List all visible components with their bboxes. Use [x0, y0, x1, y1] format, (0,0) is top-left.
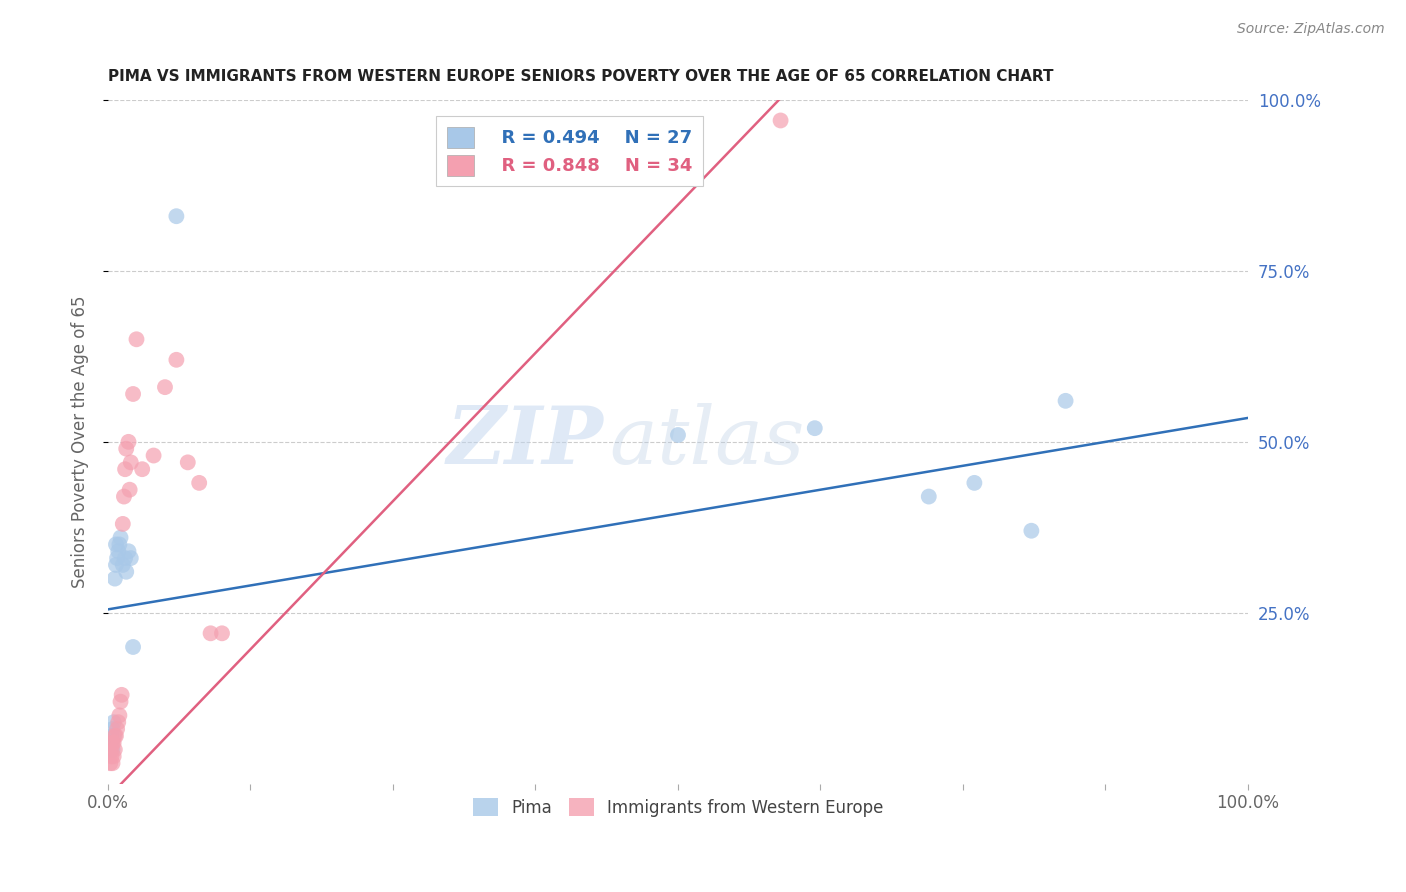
Point [153, 380, 176, 394]
Point [98, 742, 121, 756]
Point [101, 722, 124, 736]
Point [963, 475, 986, 490]
Point [120, 455, 142, 469]
Point [918, 490, 941, 504]
Point [104, 729, 127, 743]
Point [108, 708, 131, 723]
Point [115, 442, 138, 456]
Point [101, 742, 124, 756]
Point [120, 551, 142, 566]
Text: atlas: atlas [610, 403, 806, 481]
Point [103, 729, 125, 743]
Point [211, 626, 233, 640]
Point [103, 749, 125, 764]
Text: Source: ZipAtlas.com: Source: ZipAtlas.com [1237, 22, 1385, 37]
Point [101, 736, 124, 750]
Point [100, 736, 122, 750]
Point [666, 428, 689, 442]
Point [200, 626, 222, 640]
Point [110, 695, 132, 709]
Point [117, 544, 139, 558]
Point [103, 736, 125, 750]
Point [188, 475, 211, 490]
Point [1054, 393, 1077, 408]
Point [804, 421, 827, 435]
Point [165, 352, 187, 367]
Point [104, 742, 127, 756]
Point [107, 715, 129, 730]
Point [107, 544, 129, 558]
Point [111, 688, 134, 702]
Point [103, 715, 125, 730]
Point [114, 462, 136, 476]
Point [100, 742, 122, 756]
Point [100, 729, 122, 743]
Point [122, 387, 145, 401]
Point [115, 565, 138, 579]
Point [104, 537, 127, 551]
Point [104, 729, 127, 743]
Point [98, 756, 121, 771]
Point [131, 462, 153, 476]
Point [117, 434, 139, 449]
Point [114, 551, 136, 566]
Point [105, 551, 128, 566]
Point [177, 455, 200, 469]
Point [110, 531, 132, 545]
Point [142, 449, 165, 463]
Point [655, 120, 678, 135]
Legend: Pima, Immigrants from Western Europe: Pima, Immigrants from Western Europe [465, 792, 890, 823]
Point [101, 756, 124, 771]
Point [118, 483, 141, 497]
Point [165, 209, 187, 223]
Point [104, 572, 127, 586]
Y-axis label: Seniors Poverty Over the Age of 65: Seniors Poverty Over the Age of 65 [72, 295, 89, 588]
Point [100, 749, 122, 764]
Point [104, 558, 127, 572]
Point [108, 537, 131, 551]
Point [111, 516, 134, 531]
Text: ZIP: ZIP [447, 403, 605, 481]
Point [122, 640, 145, 654]
Point [769, 113, 792, 128]
Point [105, 722, 128, 736]
Point [1021, 524, 1043, 538]
Point [111, 558, 134, 572]
Point [125, 332, 148, 346]
Text: PIMA VS IMMIGRANTS FROM WESTERN EUROPE SENIORS POVERTY OVER THE AGE OF 65 CORREL: PIMA VS IMMIGRANTS FROM WESTERN EUROPE S… [108, 69, 1053, 84]
Point [112, 490, 135, 504]
